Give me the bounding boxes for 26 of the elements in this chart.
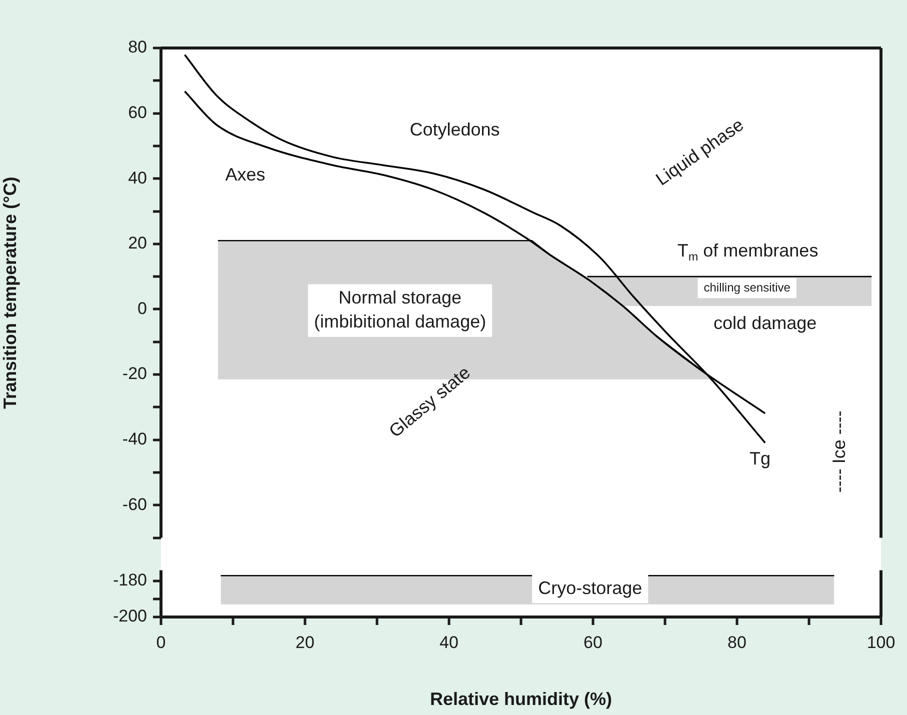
x-tick-label: 40 [440, 632, 458, 652]
y-axis-title: Transition temperature (°C) [0, 176, 20, 410]
y-tick-label: -20 [122, 364, 147, 384]
annotation: Tg [750, 448, 771, 468]
x-tick-label: 100 [866, 632, 896, 652]
annotation: Cotyledons [410, 119, 500, 140]
x-tick-label: 80 [728, 632, 746, 652]
x-axis-title: Relative humidity (%) [430, 689, 612, 710]
annotation: Cryo-storage [538, 578, 642, 598]
y-tick-label: -180 [112, 570, 147, 590]
y-tick-label: 20 [128, 234, 147, 253]
y-tick-label: 60 [128, 102, 147, 122]
y-tick-label: -200 [112, 606, 147, 626]
y-tick-label: 0 [138, 298, 147, 318]
annotation: ---- Ice ---- [828, 410, 849, 493]
annotation: chilling sensitive [704, 280, 791, 294]
x-tick-label: 60 [584, 632, 602, 652]
annotation: Normal storage (imbibitional damage) [314, 287, 486, 332]
x-tick-label: 20 [296, 632, 314, 652]
y-tick-label: 40 [128, 168, 147, 188]
y-tick-label: -40 [122, 430, 147, 449]
annotation: Axes [225, 164, 266, 184]
y-tick-label: 80 [128, 38, 147, 57]
y-tick-label: -60 [122, 494, 147, 514]
x-tick-label: 0 [156, 632, 166, 652]
annotation: cold damage [714, 313, 817, 334]
